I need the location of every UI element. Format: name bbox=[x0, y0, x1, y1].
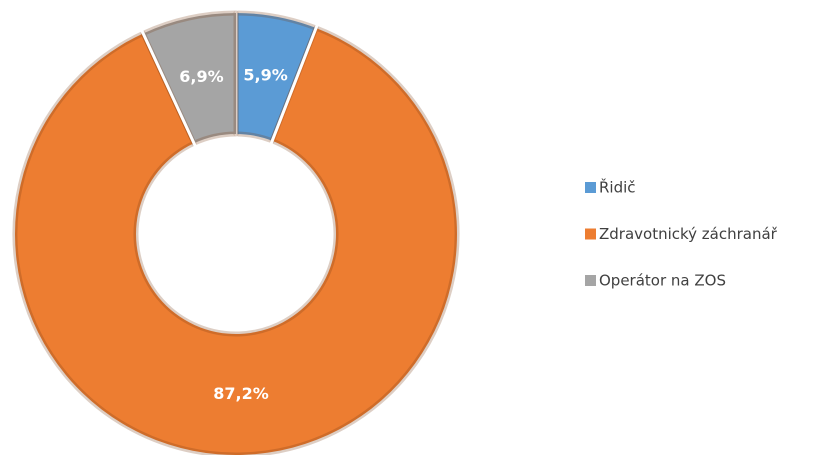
legend-swatch bbox=[585, 275, 596, 286]
legend-label: Operátor na ZOS bbox=[599, 272, 726, 290]
legend-label: Řidič bbox=[599, 178, 636, 197]
data-label: 87,2% bbox=[213, 384, 269, 403]
donut-segment bbox=[12, 25, 460, 455]
donut-segment bbox=[140, 10, 239, 146]
segment-gap bbox=[269, 24, 319, 145]
data-label: 5,9% bbox=[243, 66, 287, 85]
legend-swatch bbox=[585, 228, 596, 240]
segment-gap bbox=[140, 30, 197, 147]
legend-swatch bbox=[585, 182, 596, 193]
legend-label: Zdravotnický záchranář bbox=[599, 225, 778, 243]
data-label: 6,9% bbox=[179, 67, 223, 86]
